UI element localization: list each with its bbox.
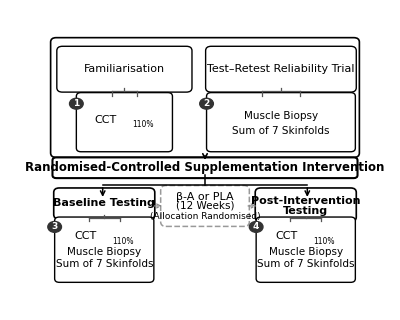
FancyBboxPatch shape [255,188,356,221]
Text: 4: 4 [253,222,259,231]
Text: Test–Retest Reliability Trial: Test–Retest Reliability Trial [207,64,355,74]
Circle shape [249,221,263,232]
Circle shape [200,98,213,109]
Text: Sum of 7 Skinfolds: Sum of 7 Skinfolds [257,259,354,269]
Text: Muscle Biopsy: Muscle Biopsy [269,246,343,257]
Text: 110%: 110% [314,237,335,246]
FancyBboxPatch shape [57,46,192,92]
Text: Familiarisation: Familiarisation [84,64,165,74]
Text: 110%: 110% [112,237,134,246]
FancyBboxPatch shape [51,38,359,157]
Text: (12 Weeks): (12 Weeks) [176,201,234,211]
Text: 3: 3 [52,222,58,231]
FancyBboxPatch shape [206,92,355,152]
FancyBboxPatch shape [55,217,154,282]
Circle shape [48,221,62,232]
Text: Sum of 7 Skinfolds: Sum of 7 Skinfolds [232,126,330,137]
Text: Baseline Testing: Baseline Testing [53,198,155,209]
FancyBboxPatch shape [52,157,358,178]
FancyBboxPatch shape [256,217,355,282]
FancyBboxPatch shape [54,188,155,219]
Text: Muscle Biopsy: Muscle Biopsy [244,111,318,121]
Text: Testing: Testing [283,206,328,216]
Text: β-A or PLA: β-A or PLA [176,192,234,202]
Text: 2: 2 [204,99,210,108]
Text: CCT: CCT [74,230,96,241]
FancyBboxPatch shape [206,46,356,92]
Text: (Allocation Randomised): (Allocation Randomised) [150,212,260,221]
Text: Muscle Biopsy: Muscle Biopsy [67,246,141,257]
Text: 1: 1 [73,99,80,108]
Text: 110%: 110% [132,120,154,129]
Text: CCT: CCT [94,115,117,125]
Text: CCT: CCT [276,230,298,241]
Text: Sum of 7 Skinfolds: Sum of 7 Skinfolds [56,259,153,269]
Circle shape [70,98,83,109]
Text: Randomised-Controlled Supplementation Intervention: Randomised-Controlled Supplementation In… [25,161,385,174]
FancyBboxPatch shape [76,92,172,152]
Text: Post-Intervention: Post-Intervention [251,196,360,206]
FancyBboxPatch shape [161,186,249,227]
